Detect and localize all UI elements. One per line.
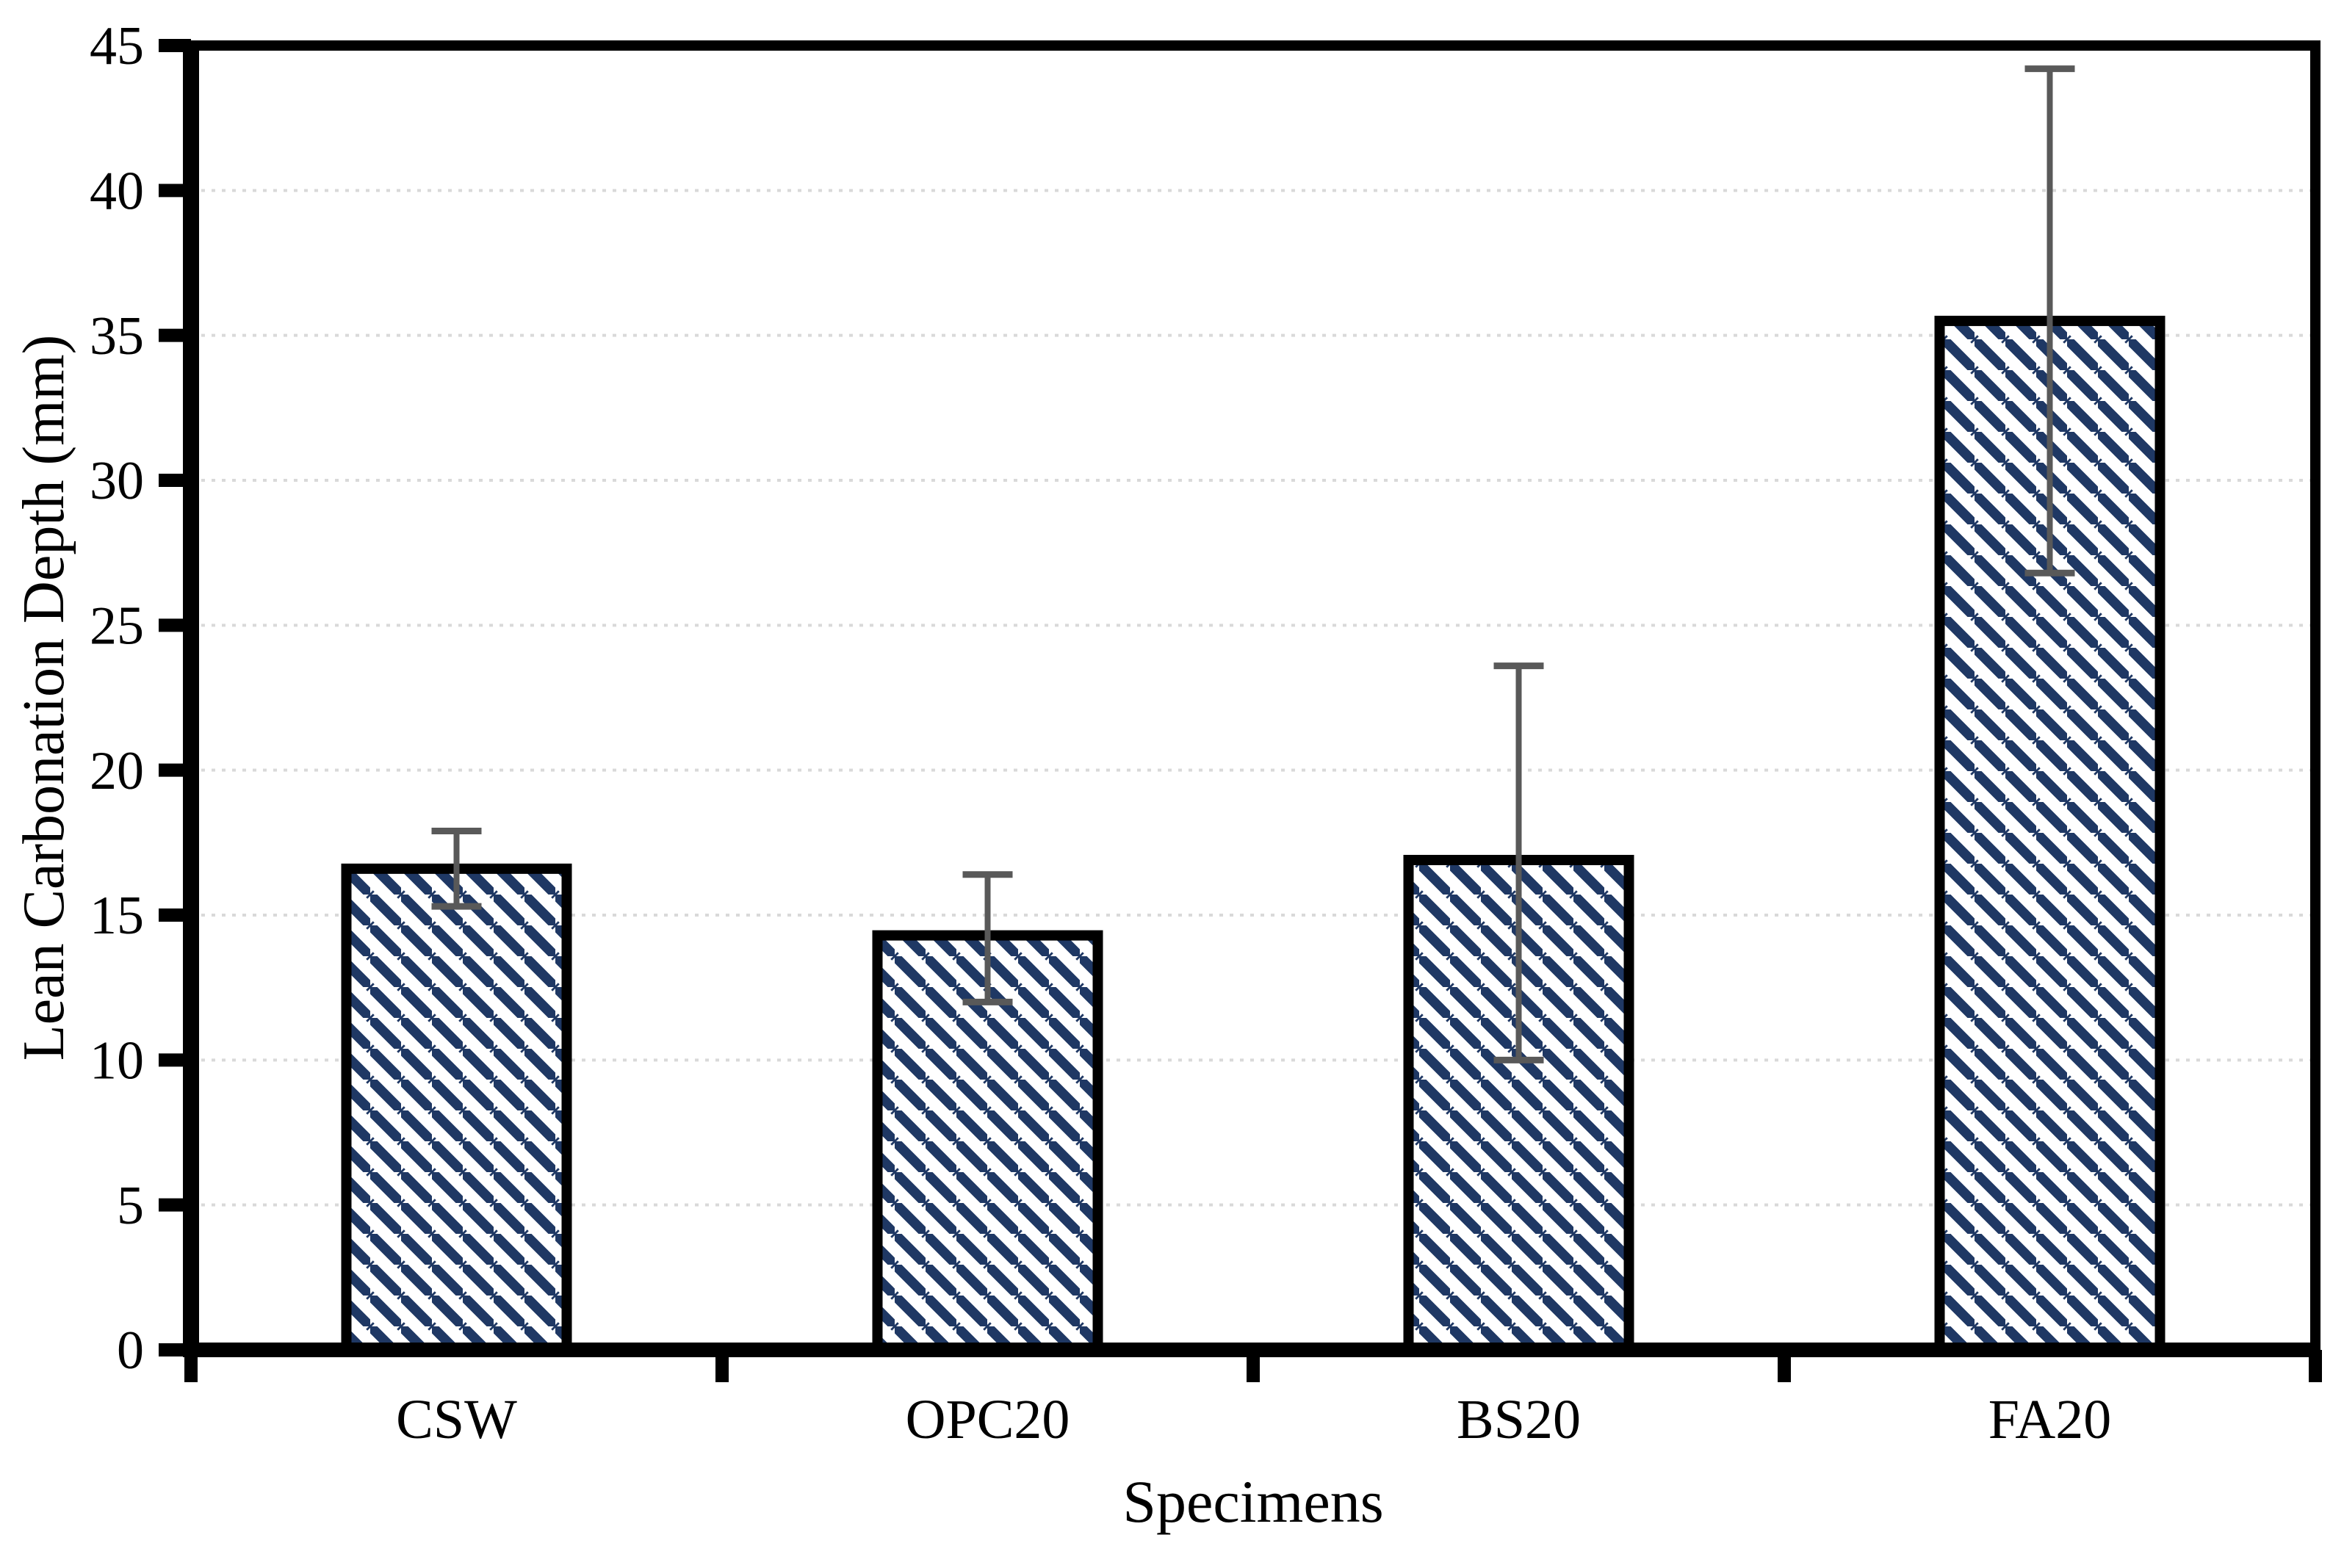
y-tick-label: 15: [90, 886, 144, 946]
y-tick-label: 35: [90, 306, 144, 366]
category-label-fa20: FA20: [1988, 1389, 2112, 1450]
bar-csw: [341, 863, 572, 1356]
x-category-labels: CSW OPC20 BS20 FA20: [396, 1389, 2111, 1450]
y-axis-title: Lean Carbonation Depth (mm): [12, 335, 76, 1061]
category-label-opc20: OPC20: [906, 1389, 1070, 1450]
y-tick-label: 30: [90, 451, 144, 511]
category-label-csw: CSW: [396, 1389, 517, 1450]
error-bars: [431, 65, 2075, 1063]
error-bar-bs20: [1493, 662, 1544, 1063]
error-bar-fa20: [2024, 65, 2075, 577]
error-bar-csw: [431, 828, 482, 910]
error-bar-opc20: [962, 871, 1013, 1005]
y-tick-label: 25: [90, 596, 144, 656]
y-tick-label: 45: [90, 16, 144, 76]
y-tick-labels: 0 5 10 15 20 25 30 35 40 45: [90, 16, 144, 1381]
y-tick-label: 40: [90, 161, 144, 221]
y-tick-label: 20: [90, 741, 144, 801]
category-label-bs20: BS20: [1457, 1389, 1581, 1450]
y-tick-label: 0: [117, 1320, 144, 1381]
y-tick-label: 5: [117, 1176, 144, 1236]
bars: [341, 315, 2166, 1356]
x-axis-title: Specimens: [1122, 1468, 1383, 1535]
y-tick-label: 10: [90, 1030, 144, 1091]
axes: [159, 39, 2322, 1382]
